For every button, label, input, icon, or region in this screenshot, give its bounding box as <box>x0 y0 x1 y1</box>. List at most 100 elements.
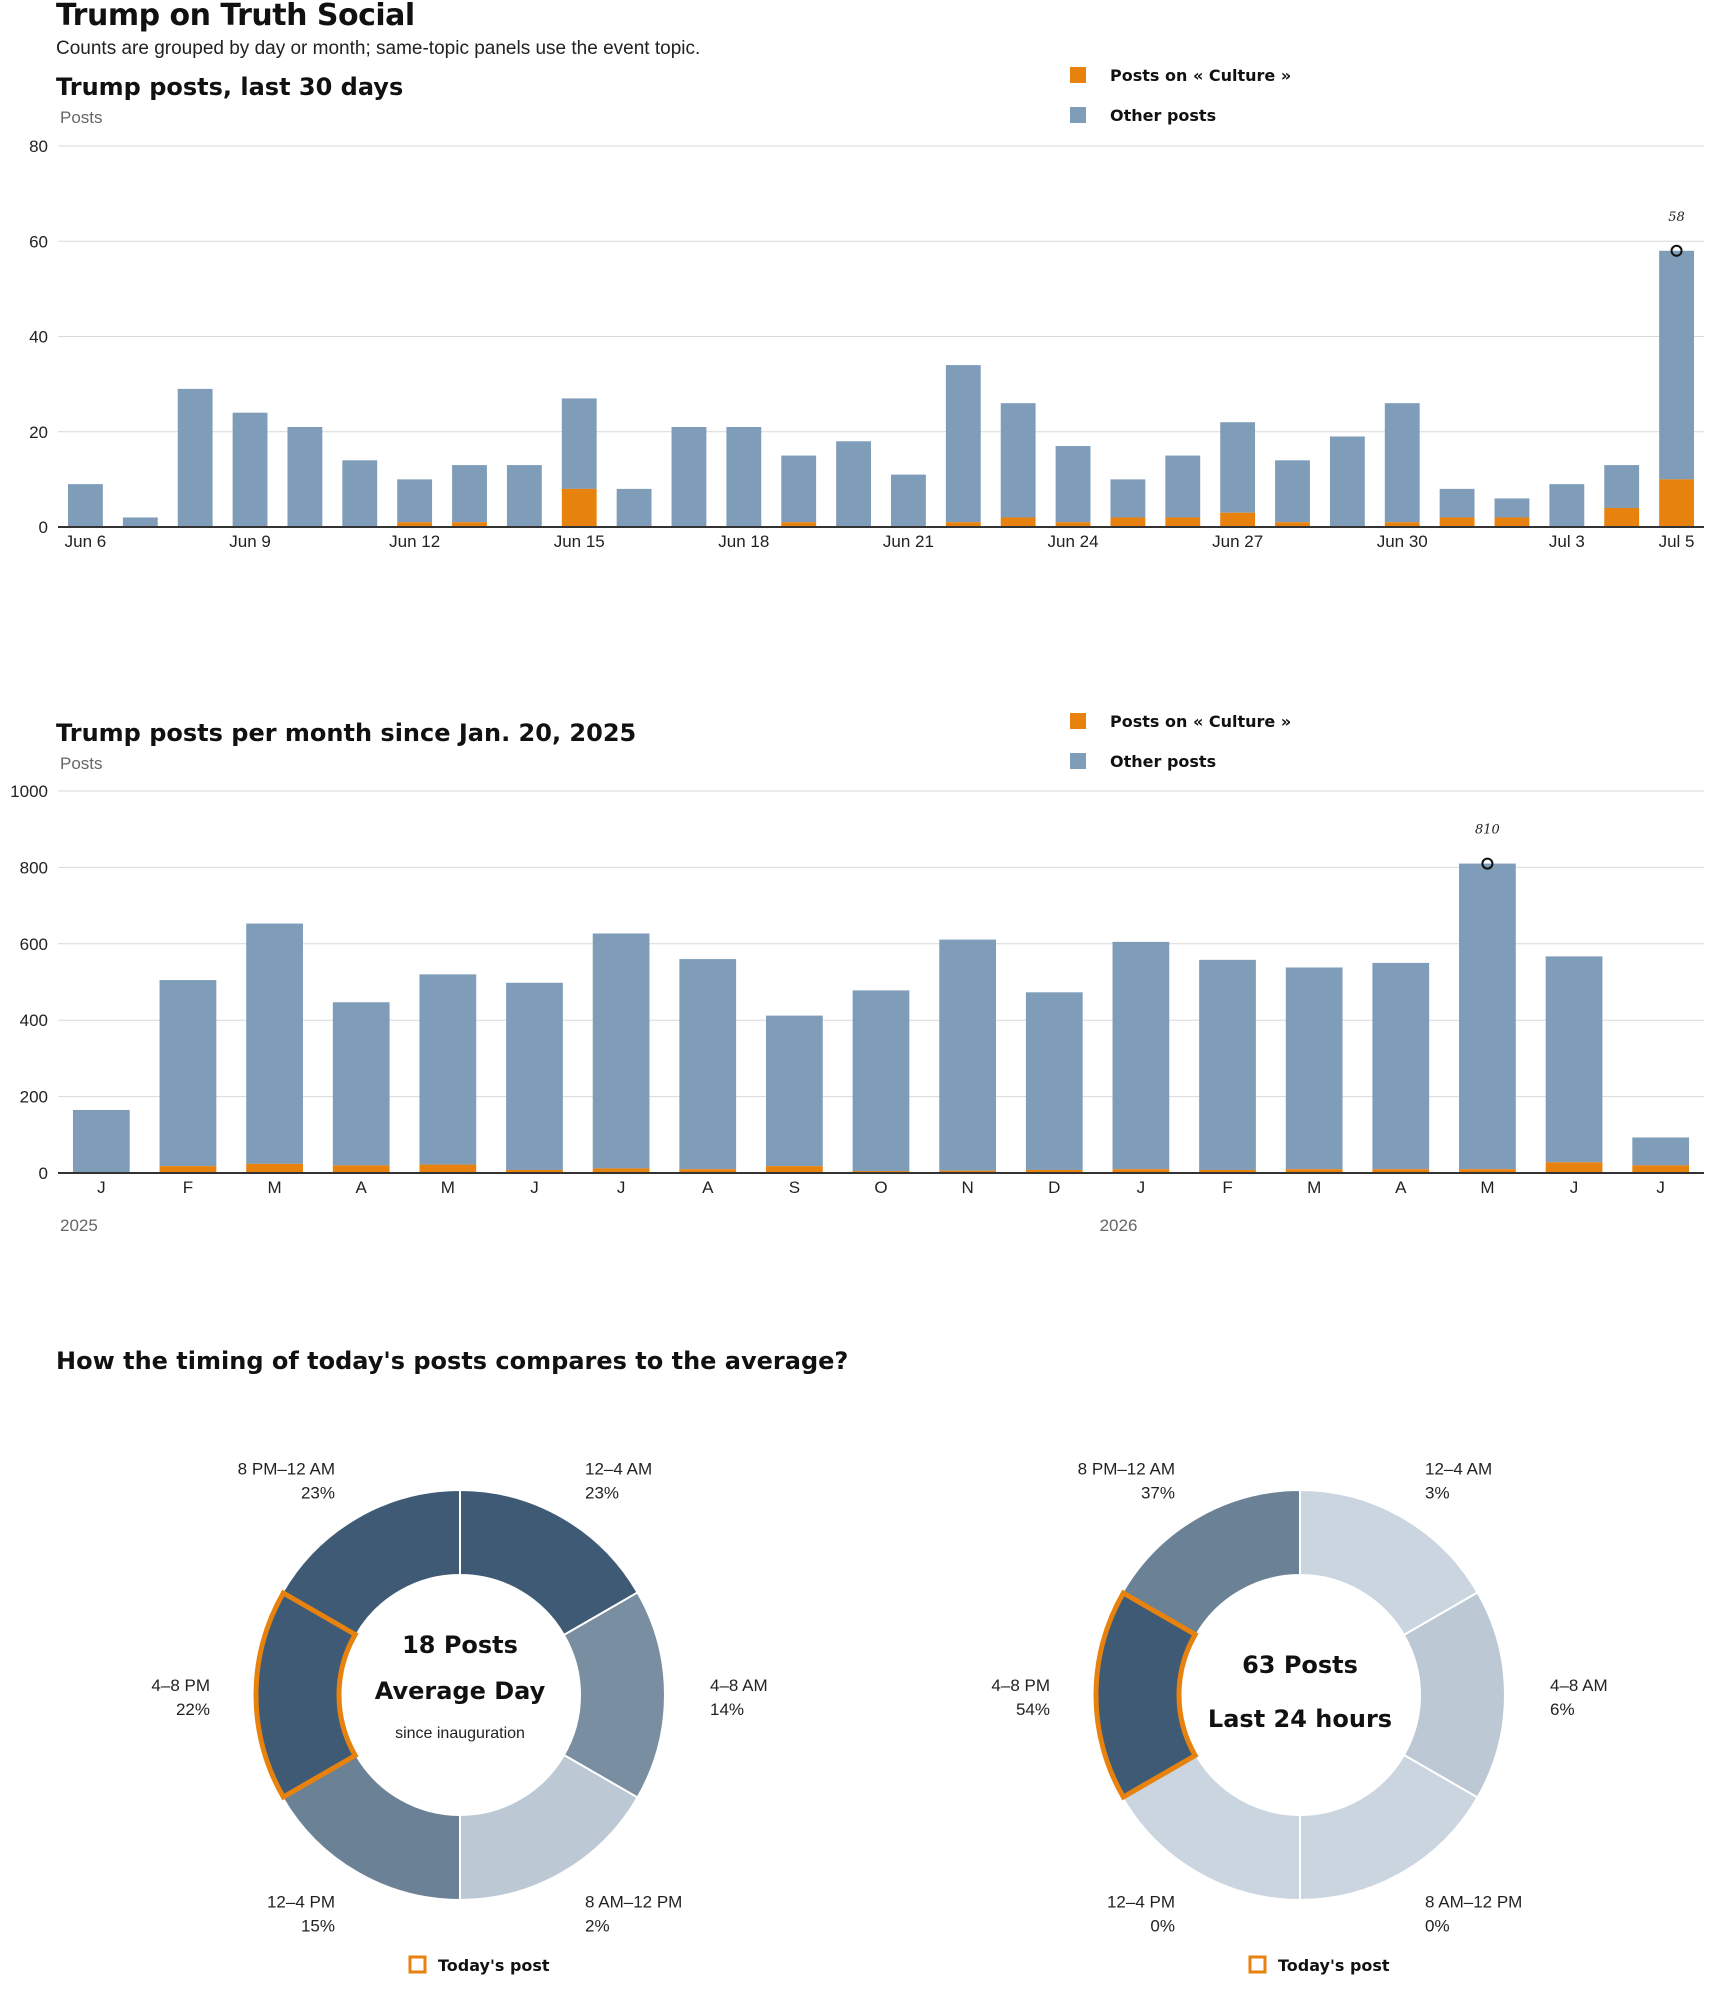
legend-swatch-today <box>1248 1955 1267 1974</box>
slice-label: 12–4 PM <box>267 1893 335 1912</box>
x-tick-label: M <box>1480 1178 1494 1197</box>
x-tick-label: J <box>530 1178 539 1197</box>
slice-label: 8 PM–12 AM <box>1078 1459 1175 1478</box>
bar-other-10 <box>939 939 997 1171</box>
bar-topic-17 <box>1545 1162 1603 1173</box>
donut-center-count: 63 Posts <box>1242 1651 1358 1679</box>
bar-other-28 <box>1604 465 1640 508</box>
bar-other-5 <box>342 460 378 527</box>
slice-percent: 23% <box>585 1483 619 1502</box>
donut-section-title: How the timing of today's posts compares… <box>56 1347 848 1375</box>
bar-other-4 <box>287 426 323 527</box>
slice-label: 4–8 AM <box>710 1676 768 1695</box>
chart-legend: Posts on « Culture » Other posts <box>1070 712 1291 771</box>
bar-topic-8 <box>765 1166 823 1173</box>
peak-marker <box>1481 857 1494 870</box>
bar-other-16 <box>1459 863 1516 1170</box>
x-tick-label: Jul 5 <box>1659 532 1695 551</box>
bar-topic-22 <box>1275 522 1310 527</box>
bar-other-0 <box>68 484 103 527</box>
bar-other-22 <box>1275 460 1310 523</box>
slice-percent: 0% <box>1425 1917 1450 1936</box>
y-tick-label: 0 <box>39 1164 48 1183</box>
chart-legend: Posts on « Culture » Other posts <box>1070 66 1291 125</box>
bar-other-29 <box>1659 250 1694 480</box>
slice-label: 4–8 PM <box>991 1676 1050 1695</box>
legend-swatch-other <box>1070 753 1086 769</box>
bar-other-13 <box>1199 959 1256 1170</box>
x-tick-label: J <box>617 1178 626 1197</box>
bar-topic-26 <box>1494 517 1530 527</box>
bar-topic-20 <box>1165 517 1201 527</box>
bar-topic-16 <box>1459 1169 1516 1173</box>
legend-swatch-topic <box>1070 713 1086 729</box>
bar-other-7 <box>452 465 487 523</box>
slice-percent: 15% <box>301 1917 335 1936</box>
bar-topic-6 <box>592 1168 650 1173</box>
y-axis-label: Posts <box>60 754 103 773</box>
y-tick-label: 40 <box>29 328 48 347</box>
bar-topic-9 <box>561 488 597 527</box>
bar-other-1 <box>122 517 158 527</box>
x-tick-label: J <box>97 1178 106 1197</box>
x-tick-label: Jun 15 <box>554 532 605 551</box>
bar-topic-19 <box>1110 517 1146 527</box>
x-tick-label: F <box>183 1178 193 1197</box>
legend-label-today: Today's post <box>438 1956 550 1975</box>
donut-slice-5 <box>281 1488 461 1637</box>
x-tick-label: Jun 18 <box>718 532 769 551</box>
x-tick-label: Jun 6 <box>65 532 107 551</box>
bar-other-2 <box>246 923 303 1164</box>
todays-post-highlight <box>1093 1589 1199 1801</box>
slice-label: 4–8 PM <box>151 1676 210 1695</box>
bar-topic-2 <box>246 1163 303 1173</box>
legend-label-today: Today's post <box>1278 1956 1390 1975</box>
bar-topic-18 <box>1055 522 1091 527</box>
bar-other-4 <box>419 974 477 1165</box>
bar-other-21 <box>1220 422 1256 513</box>
bar-other-9 <box>852 990 910 1172</box>
y-tick-label: 60 <box>29 232 48 251</box>
x-tick-label: J <box>1137 1178 1146 1197</box>
x-tick-label: Jun 9 <box>229 532 271 551</box>
bar-topic-16 <box>945 522 981 527</box>
bar-other-13 <box>781 455 817 523</box>
legend-label-other: Other posts <box>1110 106 1216 125</box>
bar-topic-17 <box>1000 517 1036 527</box>
x-tick-label: J <box>1656 1178 1665 1197</box>
x-tick-label: D <box>1048 1178 1060 1197</box>
x-tick-label: O <box>874 1178 887 1197</box>
slice-percent: 22% <box>176 1700 210 1719</box>
bar-other-11 <box>671 426 707 527</box>
bar-other-17 <box>1000 403 1036 518</box>
donut-chart: 12–4 AM 3% 4–8 AM 6% 8 AM–12 PM 0% 12–4 PM 0% 4–… <box>991 1459 1607 1975</box>
bar-topic-29 <box>1659 479 1694 527</box>
donut-center-note: since inauguration <box>395 1725 525 1742</box>
bar-other-18 <box>1055 446 1091 523</box>
bar-topic-4 <box>419 1164 477 1173</box>
bar-other-20 <box>1165 455 1201 518</box>
bar-topic-5 <box>506 1169 563 1173</box>
legend-swatch-topic <box>1070 67 1086 83</box>
slice-percent: 37% <box>1141 1483 1175 1502</box>
bar-other-8 <box>506 465 542 527</box>
bar-other-24 <box>1384 403 1420 523</box>
slice-percent: 3% <box>1425 1483 1450 1502</box>
year-label: 2026 <box>1100 1216 1138 1235</box>
peak-label: 58 <box>1668 210 1685 225</box>
bar-topic-24 <box>1384 522 1420 527</box>
bar-other-18 <box>1632 1137 1690 1166</box>
chart-title: Trump posts, last 30 days <box>56 73 403 101</box>
donut-center-caption: Last 24 hours <box>1208 1705 1392 1733</box>
donut-chart: 12–4 AM 23% 4–8 AM 14% 8 AM–12 PM 2% 12–4 PM 15… <box>151 1459 767 1975</box>
donut-center-caption: Average Day <box>375 1677 546 1705</box>
bar-other-3 <box>232 412 268 527</box>
slice-label: 8 AM–12 PM <box>1425 1893 1522 1912</box>
bar-other-9 <box>561 398 597 489</box>
x-tick-label: F <box>1222 1178 1232 1197</box>
x-tick-label: M <box>1307 1178 1321 1197</box>
x-tick-label: Jun 30 <box>1377 532 1428 551</box>
bar-topic-10 <box>939 1170 997 1173</box>
peak-label: 810 <box>1475 823 1500 838</box>
bar-topic-21 <box>1220 512 1256 527</box>
